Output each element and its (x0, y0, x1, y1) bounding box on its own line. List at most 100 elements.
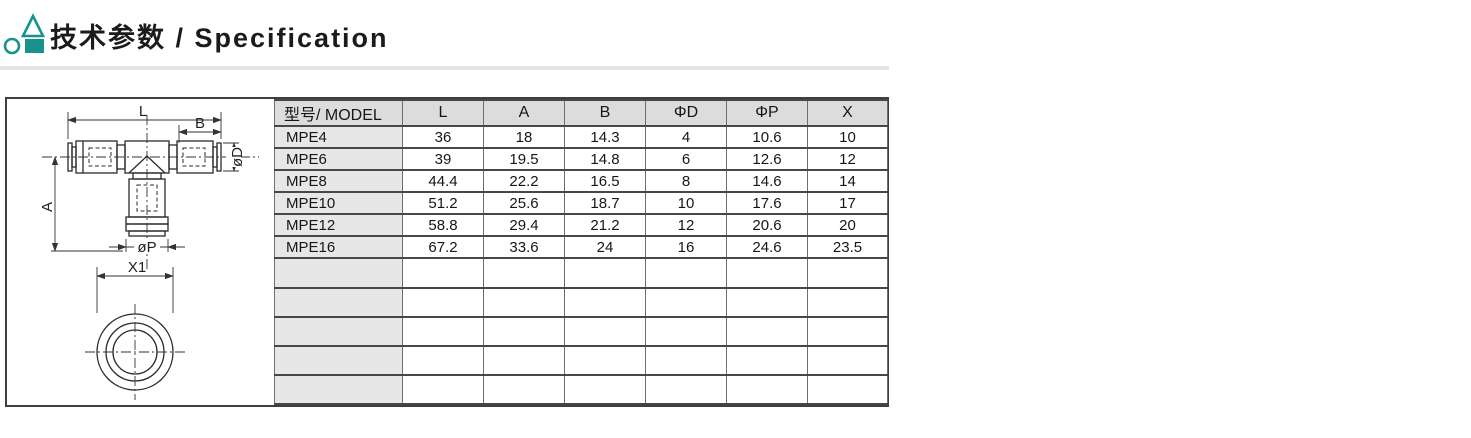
value-cell: 6 (645, 147, 727, 172)
spec-table-head: 型号/ MODEL L A B ΦD ΦP X (274, 99, 888, 127)
value-cell: 24 (564, 235, 646, 260)
table-row-mpe6: MPE6 39 19.5 14.8 6 12.6 12 (274, 147, 888, 172)
value-cell: 21.2 (564, 213, 646, 238)
dim-label-oP: øP (137, 239, 156, 256)
value-cell (726, 315, 808, 347)
spec-table: 型号/ MODEL L A B ΦD ΦP X MPE4 36 18 14.3 … (274, 99, 888, 406)
value-cell (807, 344, 888, 376)
table-row-mpe10: MPE10 51.2 25.6 18.7 10 17.6 17 (274, 191, 888, 216)
value-cell (726, 344, 808, 376)
spec-table-body: MPE4 36 18 14.3 4 10.6 10 MPE6 39 19.5 1… (274, 124, 888, 406)
value-cell: 22.2 (483, 169, 565, 194)
value-cell: 18.7 (564, 191, 646, 216)
value-cell: 10 (645, 191, 727, 216)
model-cell: MPE4 (274, 124, 403, 150)
value-cell: 67.2 (402, 235, 484, 260)
dim-label-oD: øD (229, 147, 246, 167)
table-row-empty (274, 315, 888, 347)
value-cell (402, 286, 484, 318)
column-header-B: B (564, 99, 646, 127)
value-cell: 17 (807, 191, 888, 216)
section-header: 技术参数 / Specification (2, 8, 389, 55)
value-cell: 24.6 (726, 235, 808, 260)
value-cell: 20.6 (726, 213, 808, 238)
model-cell: MPE6 (274, 147, 403, 172)
value-cell (564, 257, 646, 289)
model-cell (274, 286, 403, 318)
value-cell: 14.3 (564, 124, 646, 150)
value-cell: 20 (807, 213, 888, 238)
value-cell (807, 315, 888, 347)
value-cell (402, 315, 484, 347)
value-cell (807, 373, 888, 406)
model-cell (274, 344, 403, 376)
column-header-A: A (483, 99, 565, 127)
value-cell: 10 (807, 124, 888, 150)
value-cell (645, 344, 727, 376)
model-cell (274, 315, 403, 347)
value-cell (483, 315, 565, 347)
column-header-phiP: ΦP (726, 99, 808, 127)
table-row-empty (274, 286, 888, 318)
value-cell (483, 257, 565, 289)
value-cell (483, 286, 565, 318)
table-row-empty (274, 344, 888, 376)
dim-label-B: B (195, 115, 205, 132)
icon-square (25, 38, 44, 53)
value-cell: 14 (807, 169, 888, 194)
column-header-X: X (807, 99, 888, 127)
value-cell: 10.6 (726, 124, 808, 150)
value-cell: 12.6 (726, 147, 808, 172)
value-cell (645, 257, 727, 289)
value-cell (564, 344, 646, 376)
value-cell (483, 373, 565, 406)
value-cell: 29.4 (483, 213, 565, 238)
value-cell (645, 286, 727, 318)
value-cell (807, 286, 888, 318)
dim-label-L: L (139, 103, 147, 120)
value-cell: 51.2 (402, 191, 484, 216)
column-header-phiD: ΦD (645, 99, 727, 127)
model-cell: MPE16 (274, 235, 403, 260)
dimension-drawing: L B (39, 103, 259, 400)
value-cell: 33.6 (483, 235, 565, 260)
value-cell: 19.5 (483, 147, 565, 172)
value-cell (564, 373, 646, 406)
value-cell: 58.8 (402, 213, 484, 238)
column-header-L: L (402, 99, 484, 127)
table-row-mpe12: MPE12 58.8 29.4 21.2 12 20.6 20 (274, 213, 888, 238)
value-cell: 14.8 (564, 147, 646, 172)
model-cell (274, 257, 403, 289)
value-cell: 14.6 (726, 169, 808, 194)
value-cell: 25.6 (483, 191, 565, 216)
value-cell: 16.5 (564, 169, 646, 194)
value-cell (726, 286, 808, 318)
value-cell (564, 286, 646, 318)
value-cell (402, 373, 484, 406)
page-title: 技术参数 / Specification (50, 23, 389, 53)
value-cell: 16 (645, 235, 727, 260)
value-cell: 39 (402, 147, 484, 172)
value-cell (645, 373, 727, 406)
header-row: 型号/ MODEL L A B ΦD ΦP X (274, 99, 888, 127)
value-cell: 36 (402, 124, 484, 150)
bottom-view: X1 (85, 259, 185, 400)
model-cell: MPE8 (274, 169, 403, 194)
section-logo-icon (3, 12, 46, 54)
table-row-empty (274, 373, 888, 406)
drawing-panel: L B (7, 99, 274, 405)
value-cell: 18 (483, 124, 565, 150)
table-row-mpe8: MPE8 44.4 22.2 16.5 8 14.6 14 (274, 169, 888, 194)
model-cell (274, 373, 403, 406)
model-cell: MPE12 (274, 213, 403, 238)
value-cell (726, 257, 808, 289)
dim-label-A: A (39, 202, 56, 212)
value-cell (645, 315, 727, 347)
model-cell: MPE10 (274, 191, 403, 216)
side-view: L B (39, 103, 259, 269)
title-divider (0, 66, 889, 70)
icon-triangle (20, 12, 46, 37)
dim-label-X1: X1 (128, 259, 146, 276)
value-cell: 4 (645, 124, 727, 150)
value-cell (402, 257, 484, 289)
